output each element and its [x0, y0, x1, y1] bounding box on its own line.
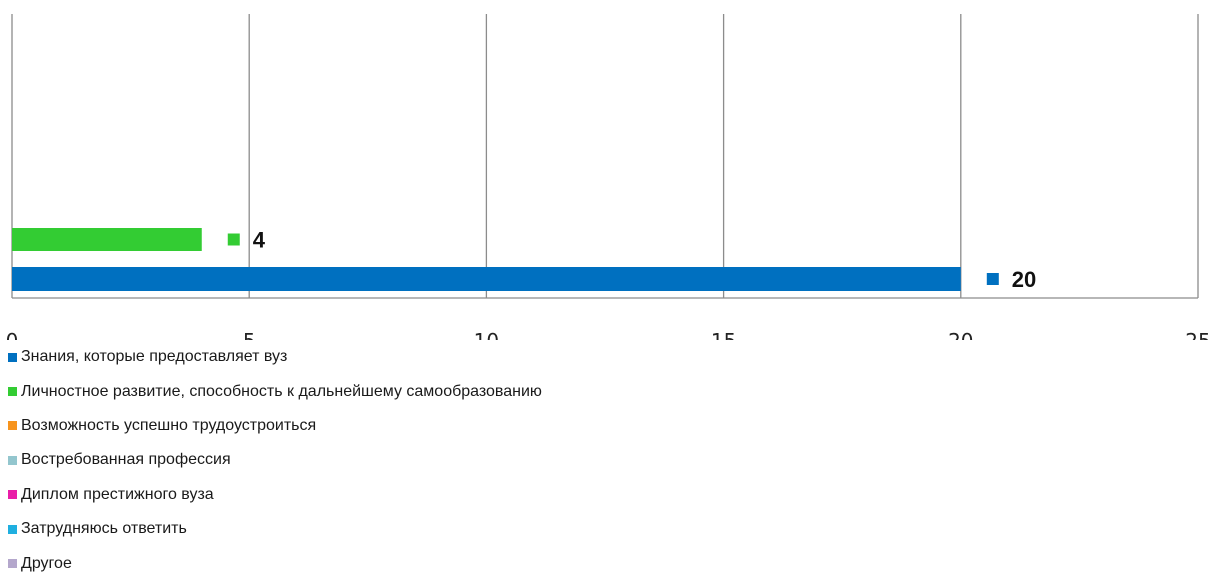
x-tick-label: 5	[243, 329, 256, 340]
legend-item: Другое	[8, 546, 542, 580]
legend-swatch	[8, 421, 17, 431]
legend-label: Затрудняюсь ответить	[21, 520, 187, 538]
data-label-marker	[227, 233, 240, 246]
legend-label: Другое	[21, 554, 72, 572]
x-tick-label: 25	[1185, 329, 1210, 340]
legend: Знания, которые предоставляет вуз Личнос…	[8, 340, 542, 581]
legend-item: Востребованная профессия	[8, 443, 542, 477]
legend-swatch	[8, 490, 17, 500]
data-label: 4	[253, 228, 266, 253]
legend-swatch	[8, 455, 17, 465]
legend-label: Личностное развитие, способность к дальн…	[21, 382, 542, 400]
legend-item: Знания, которые предоставляет вуз	[8, 340, 542, 374]
bar	[12, 228, 202, 251]
bar	[12, 267, 961, 291]
legend-item: Диплом престижного вуза	[8, 478, 542, 512]
x-tick-label: 10	[474, 329, 499, 340]
legend-swatch	[8, 352, 17, 362]
data-label-marker	[986, 273, 999, 285]
legend-item: Затрудняюсь ответить	[8, 512, 542, 546]
legend-swatch	[8, 559, 17, 569]
data-label: 20	[1012, 267, 1036, 292]
legend-label: Возможность успешно трудоустроиться	[21, 416, 317, 434]
x-tick-label: 0	[6, 329, 19, 340]
legend-label: Диплом престижного вуза	[21, 485, 214, 503]
legend-swatch	[8, 387, 17, 397]
x-tick-label: 15	[711, 329, 736, 340]
legend-swatch	[8, 524, 17, 534]
legend-item: Личностное развитие, способность к дальн…	[8, 374, 542, 408]
bar-chart: 20 4 0 5 10 15 20 25	[6, 14, 1211, 340]
legend-label: Знания, которые предоставляет вуз	[21, 348, 288, 366]
legend-item: Возможность успешно трудоустроиться	[8, 409, 542, 443]
x-tick-label: 20	[948, 329, 973, 340]
legend-label: Востребованная профессия	[21, 451, 231, 469]
